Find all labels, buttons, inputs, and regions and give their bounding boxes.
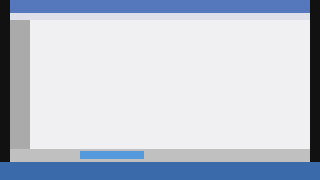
- Text: $\rho$: $\rho$: [121, 87, 131, 101]
- Text: 2 LEGGE: 2 LEGGE: [39, 85, 75, 94]
- Text: $di$: $di$: [268, 45, 279, 56]
- Text: DI OHM: DI OHM: [39, 96, 76, 105]
- Text: $\varepsilon\varepsilon_0 S$: $\varepsilon\varepsilon_0 S$: [184, 80, 205, 93]
- Text: $L$: $L$: [235, 87, 243, 100]
- Text: $\ell$: $\ell$: [132, 80, 138, 93]
- Text: $\Delta V=$: $\Delta V=$: [168, 51, 192, 63]
- Text: $\Delta V=$: $\Delta V=$: [106, 51, 130, 63]
- Text: $L$: $L$: [259, 51, 267, 64]
- Text: $\Delta V=$: $\Delta V=$: [232, 51, 256, 63]
- Text: $C$: $C$: [194, 58, 203, 71]
- Text: $dt$: $dt$: [268, 59, 280, 70]
- Text: $C=$: $C=$: [168, 88, 186, 100]
- Text: $d$: $d$: [191, 95, 199, 107]
- Text: $Q$: $Q$: [194, 44, 203, 57]
- Text: $S$: $S$: [132, 95, 140, 107]
- Text: DI OHM: DI OHM: [39, 59, 76, 68]
- Text: $Ri$: $Ri$: [132, 50, 146, 64]
- Text: 1° LEGGE: 1° LEGGE: [39, 49, 79, 58]
- Text: $R=$: $R=$: [106, 88, 124, 100]
